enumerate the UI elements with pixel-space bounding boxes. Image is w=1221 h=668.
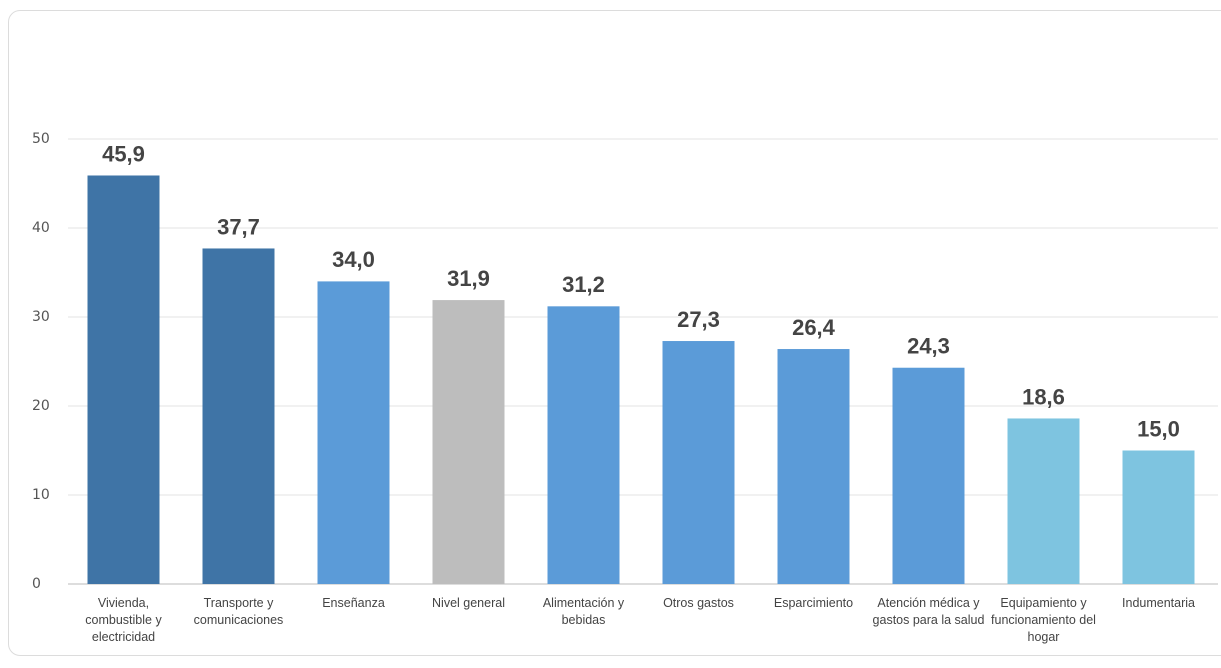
value-label: 26,4 [792,315,836,340]
value-label: 45,9 [102,141,145,166]
x-tick-label: Vivienda, combustible y electricidad [85,596,162,644]
value-label: 31,2 [562,272,605,297]
x-tick-label: Alimentación y bebidas [542,596,625,627]
card [8,10,1221,656]
x-tick-label: Enseñanza [322,596,385,610]
x-tick-label: Nivel general [432,596,505,610]
x-tick-label: Otros gastos [663,596,734,610]
bar [1007,418,1080,584]
bar [87,175,160,585]
bar [547,306,620,584]
value-label: 31,9 [447,266,490,291]
y-tick-label: 40 [32,220,50,236]
y-tick-label: 10 [32,487,50,503]
value-label: 34,0 [332,247,375,272]
value-label: 27,3 [677,307,720,332]
value-label: 18,6 [1022,384,1065,409]
value-label: 24,3 [907,334,950,359]
x-tick-label: Transporte y comunicaciones [193,596,284,627]
bar [662,341,735,584]
bar [317,281,390,584]
bar [777,349,850,584]
y-tick-label: 20 [32,398,50,414]
x-tick-label: Indumentaria [1122,596,1195,610]
y-tick-label: 30 [32,309,50,325]
bar [202,248,275,584]
x-tick-label: Atención médica y gastos para la salud [872,596,985,627]
y-tick-label: 50 [32,131,50,147]
value-label: 15,0 [1137,416,1180,441]
bar [432,300,505,584]
x-tick-label: Equipamiento y funcionamiento del hogar [991,596,1096,644]
value-label: 37,7 [217,214,260,239]
y-tick-label: 0 [32,576,41,592]
bar [1122,450,1195,584]
x-tick-label: Esparcimiento [773,596,854,610]
bar [892,367,965,584]
